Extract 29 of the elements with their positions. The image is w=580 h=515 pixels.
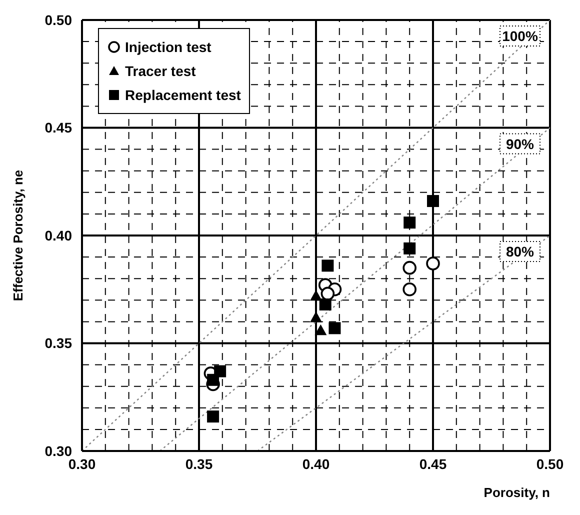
y-tick-label: 0.50 [44,12,72,28]
point [322,260,334,272]
point [207,374,220,386]
y-tick-label: 0.35 [44,335,72,352]
point [319,298,332,310]
legend-label: Replacement test [125,87,241,103]
x-tick-label: 0.35 [185,456,213,472]
series-label: 100% [502,28,538,44]
point [402,282,416,296]
legend-label: Injection test [125,39,212,55]
y-tick-label: 0.45 [44,120,72,136]
point [402,260,416,275]
point [404,242,416,254]
y-axis-title: Effective Porosity, ne [10,170,26,302]
legend-label: Tracer test [125,63,196,79]
x-axis-title: Porosity, n [484,485,550,500]
x-tick-label: 0.45 [419,456,447,472]
point [314,324,327,336]
x-tick-label: 0.40 [302,456,330,472]
point [404,216,416,229]
point [328,322,341,334]
series-label: 80% [506,244,535,260]
y-tick-label: 0.40 [44,227,72,244]
point [427,195,439,208]
point [207,410,220,423]
point [320,286,335,301]
series-label: 90% [506,136,535,152]
x-tick-label: 0.50 [536,456,564,472]
point [426,256,440,270]
